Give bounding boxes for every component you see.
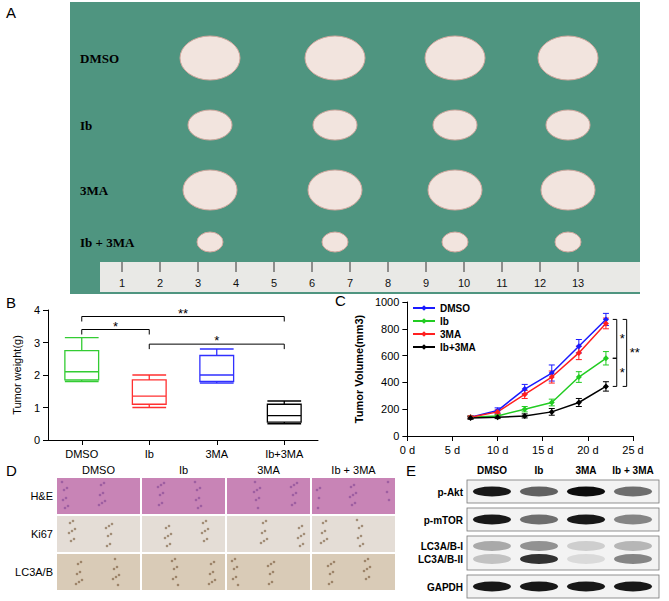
svg-text:20 d: 20 d [577,444,598,456]
svg-text:0: 0 [393,430,399,442]
svg-text:DMSO: DMSO [477,465,507,476]
svg-text:10 d: 10 d [487,444,508,456]
svg-text:DMSO: DMSO [65,448,98,460]
svg-text:A: A [6,4,16,21]
svg-text:LC3A/B: LC3A/B [15,566,53,578]
svg-text:0 d: 0 d [400,444,415,456]
svg-text:**: ** [178,306,188,321]
svg-text:H&E: H&E [30,490,53,502]
svg-text:3MA: 3MA [205,448,228,460]
svg-text:Tumor Volume(mm3): Tumor Volume(mm3) [353,314,365,423]
svg-text:Ib: Ib [179,464,188,476]
svg-text:LC3A/B-I: LC3A/B-I [421,541,463,552]
svg-text:*: * [214,333,219,348]
svg-text:Ib + 3MA: Ib + 3MA [331,464,376,476]
svg-text:5: 5 [271,277,277,289]
svg-text:Ib+3MA: Ib+3MA [440,342,476,353]
svg-text:2: 2 [34,369,40,381]
svg-text:3MA: 3MA [257,464,280,476]
svg-text:E: E [406,462,416,479]
svg-text:15 d: 15 d [532,444,553,456]
svg-text:200: 200 [381,403,399,415]
svg-text:5 d: 5 d [445,444,460,456]
svg-text:GAPDH: GAPDH [427,582,463,593]
svg-text:3: 3 [34,337,40,349]
svg-text:2: 2 [157,277,163,289]
svg-text:1000: 1000 [375,296,399,308]
svg-text:800: 800 [381,323,399,335]
svg-text:3MA: 3MA [440,329,461,340]
svg-text:4: 4 [34,304,40,316]
svg-text:*: * [113,319,118,334]
svg-text:3MA: 3MA [575,465,596,476]
svg-text:Ib+3MA: Ib+3MA [265,448,304,460]
svg-text:p-Akt: p-Akt [437,487,463,498]
svg-text:10: 10 [458,277,470,289]
svg-text:LC3A/B-II: LC3A/B-II [418,554,463,565]
svg-text:Ib: Ib [440,316,449,327]
svg-text:1: 1 [119,277,125,289]
svg-text:Tumor weight(g): Tumor weight(g) [11,335,23,415]
svg-text:13: 13 [572,277,584,289]
svg-text:DMSO: DMSO [80,51,119,66]
svg-text:4: 4 [233,277,239,289]
svg-text:D: D [6,462,17,479]
svg-text:12: 12 [534,277,546,289]
svg-text:11: 11 [496,277,507,289]
svg-text:7: 7 [347,277,353,289]
svg-text:3: 3 [195,277,201,289]
svg-text:9: 9 [423,277,429,289]
svg-text:**: ** [630,345,640,360]
svg-text:600: 600 [381,350,399,362]
svg-text:0: 0 [34,434,40,446]
svg-text:DMSO: DMSO [82,464,115,476]
svg-text:25 d: 25 d [622,444,643,456]
svg-text:6: 6 [309,277,315,289]
svg-text:C: C [335,292,346,309]
svg-text:Ib + 3MA: Ib + 3MA [80,235,135,250]
svg-text:DMSO: DMSO [440,303,470,314]
svg-text:*: * [620,331,625,346]
svg-text:Ib: Ib [535,465,544,476]
svg-text:1: 1 [34,402,40,414]
svg-text:8: 8 [385,277,391,289]
svg-text:Ib: Ib [145,448,154,460]
svg-text:400: 400 [381,376,399,388]
svg-text:Ki67: Ki67 [31,528,53,540]
svg-text:3MA: 3MA [80,183,109,198]
svg-text:*: * [620,365,625,380]
svg-text:B: B [6,294,16,311]
svg-text:Ib: Ib [80,118,92,133]
svg-text:p-mTOR: p-mTOR [424,515,464,526]
svg-text:Ib + 3MA: Ib + 3MA [612,465,653,476]
